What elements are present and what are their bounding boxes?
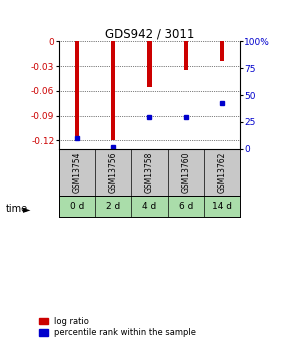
Bar [111,41,115,140]
Text: 6 d: 6 d [178,202,193,211]
Text: GSM13762: GSM13762 [218,151,226,193]
Text: 4 d: 4 d [142,202,156,211]
Title: GDS942 / 3011: GDS942 / 3011 [105,27,194,40]
Text: GSM13754: GSM13754 [72,151,81,193]
Text: GSM13758: GSM13758 [145,151,154,193]
Text: 0 d: 0 d [69,202,84,211]
Bar [220,41,224,61]
Text: GSM13760: GSM13760 [181,151,190,193]
Text: time: time [6,204,28,214]
Text: GSM13756: GSM13756 [109,151,117,193]
Bar [147,41,151,87]
Bar [184,41,188,70]
Bar [75,41,79,136]
Text: 14 d: 14 d [212,202,232,211]
Text: 2 d: 2 d [106,202,120,211]
Text: ►: ► [23,204,31,214]
Legend: log ratio, percentile rank within the sample: log ratio, percentile rank within the sa… [39,317,196,337]
